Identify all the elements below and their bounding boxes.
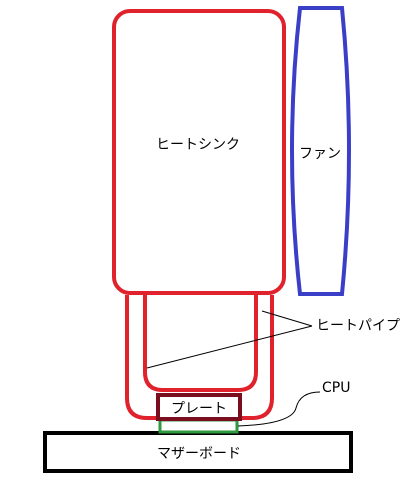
heatsink-label: ヒートシンク — [156, 137, 240, 153]
cpu-leader-line — [238, 392, 320, 426]
cpu-block — [160, 420, 237, 432]
heatpipe-label: ヒートパイプ — [316, 318, 400, 334]
heatpipe-leader-line-2 — [147, 326, 312, 368]
heatpipe-leader-line-1 — [262, 311, 312, 326]
plate-label: プレート — [171, 401, 227, 417]
cpu-label: CPU — [322, 380, 350, 396]
motherboard-label: マザーボード — [157, 446, 241, 462]
heatpipe-inner — [145, 295, 256, 390]
fan-label: ファン — [299, 146, 341, 162]
